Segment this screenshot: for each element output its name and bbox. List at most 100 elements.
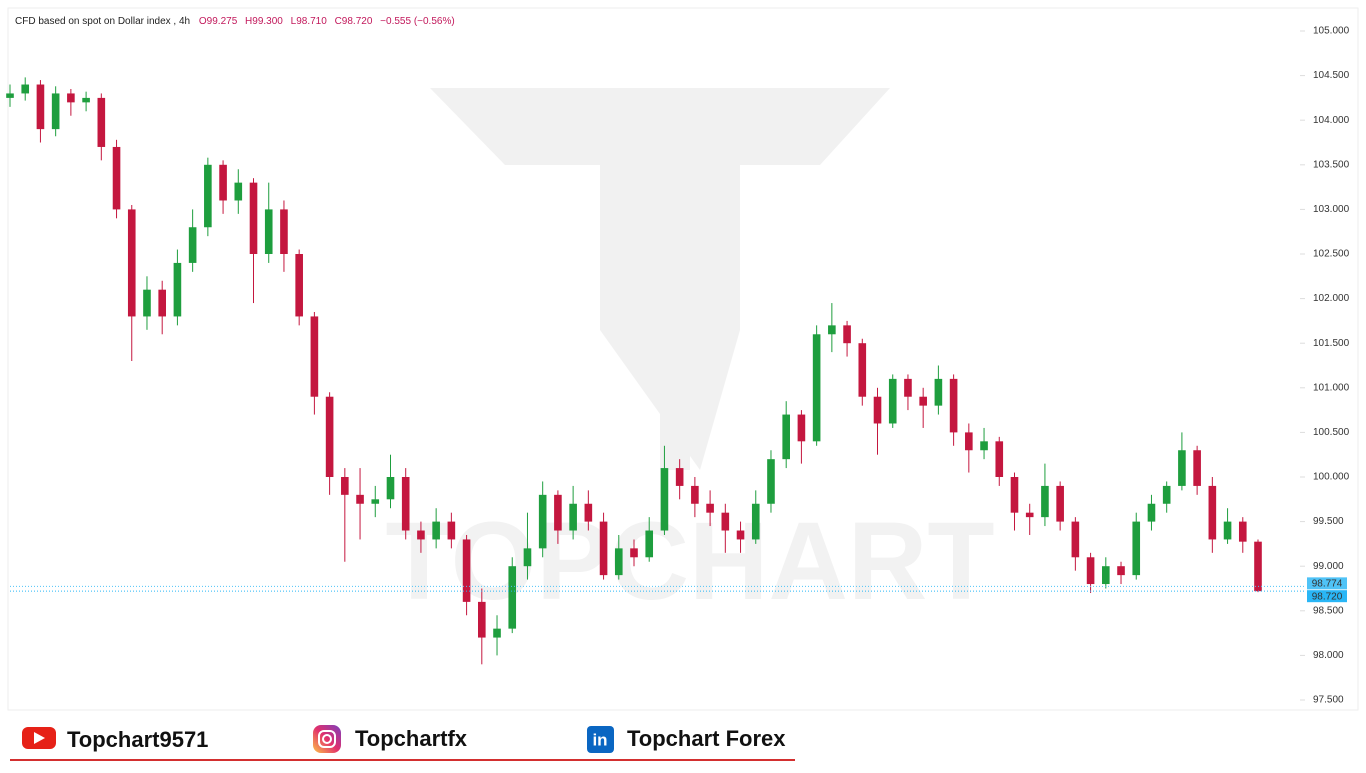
y-tick-label: 101.500: [1313, 338, 1350, 349]
candle-body: [1025, 512, 1034, 518]
candle-body: [82, 97, 90, 103]
candle-body: [447, 521, 456, 540]
candle-body: [1086, 557, 1095, 585]
candle-body: [97, 97, 106, 147]
y-tick-label: 103.000: [1313, 204, 1350, 215]
instagram-lens: [322, 734, 332, 744]
candle-body: [112, 146, 121, 210]
candle-body: [401, 477, 410, 531]
linkedin-glyph: in: [592, 730, 607, 749]
y-tick-label: 99.000: [1313, 561, 1344, 572]
candle-body: [691, 485, 699, 504]
candle-body: [782, 414, 790, 460]
candle-body: [188, 227, 197, 263]
candle-body: [6, 93, 14, 98]
candle-body: [478, 601, 486, 638]
youtube-play: [34, 732, 45, 744]
candle-body: [1071, 521, 1080, 558]
candle-body: [812, 334, 821, 442]
candle-body: [1238, 521, 1247, 542]
candle-body: [1117, 566, 1125, 576]
candle-body: [356, 494, 364, 504]
candle-body: [888, 378, 897, 424]
candle-body: [462, 539, 471, 602]
candle-body: [1223, 521, 1232, 540]
candle-body: [934, 378, 943, 406]
candle-body: [797, 414, 806, 442]
candle-body: [736, 530, 745, 540]
linkedin-icon: [587, 726, 614, 753]
candle-body: [584, 503, 593, 522]
candle-body: [904, 378, 912, 397]
candle-body: [751, 503, 760, 540]
candle-body: [1132, 521, 1141, 576]
watermark-logo: [430, 88, 890, 470]
candle-body: [1208, 485, 1217, 540]
candle-body: [873, 396, 882, 424]
y-tick-label: 102.000: [1313, 293, 1350, 304]
candle-body: [234, 182, 243, 201]
linkedin-handle: Topchart Forex: [627, 726, 786, 751]
candle-body: [660, 468, 669, 531]
candle-body: [280, 209, 288, 254]
y-tick-label: 102.500: [1313, 249, 1350, 260]
instagram-icon: [313, 725, 341, 753]
y-tick-label: 100.000: [1313, 472, 1350, 483]
candle-body: [675, 468, 684, 486]
candle-body: [295, 254, 303, 317]
candle-body: [523, 548, 532, 567]
y-tick-label: 104.500: [1313, 70, 1350, 81]
candle-body: [386, 477, 395, 500]
instagram-outline: [318, 730, 336, 748]
candle-body: [36, 84, 45, 130]
candle-body: [630, 548, 638, 558]
youtube-handle: Topchart9571: [67, 727, 208, 752]
ohlc-open: O99.275: [199, 16, 238, 27]
candle-body: [995, 441, 1004, 477]
candle-body: [51, 93, 60, 130]
candle-body: [538, 494, 547, 549]
y-tick-label: 100.500: [1313, 427, 1350, 438]
candle-body: [1254, 541, 1262, 592]
candle-body: [1056, 485, 1064, 522]
candle-body: [1041, 485, 1049, 518]
candle-body: [843, 325, 851, 344]
candle-body: [493, 628, 501, 638]
watermark-text: TOPCHART: [385, 500, 994, 623]
price-label: 98.774: [1312, 578, 1343, 589]
chart-header: CFD based on spot on Dollar index , 4h O…: [15, 16, 455, 27]
price-label: 98.720: [1312, 591, 1343, 602]
y-tick-label: 98.500: [1313, 605, 1344, 616]
ohlc-low: L98.710: [291, 16, 328, 27]
candle-body: [569, 503, 577, 531]
candle-body: [721, 512, 730, 531]
candle-body: [1162, 485, 1171, 504]
candle-body: [264, 209, 273, 254]
ohlc-close: C98.720: [335, 16, 373, 27]
candle-body: [1010, 477, 1019, 513]
candle-body: [1102, 566, 1110, 585]
symbol: CFD based on spot on Dollar index , 4h: [15, 16, 190, 27]
candle-body: [21, 84, 30, 94]
y-tick-label: 103.500: [1313, 159, 1350, 170]
y-tick-label: 101.000: [1313, 382, 1350, 393]
candle-body: [432, 521, 440, 540]
y-tick-label: 99.500: [1313, 516, 1344, 527]
candle-body: [67, 93, 75, 103]
candle-body: [1178, 450, 1186, 486]
price-label-box: [1307, 590, 1347, 603]
instagram-handle: Topchartfx: [355, 726, 468, 751]
y-tick-label: 105.000: [1313, 26, 1350, 37]
candle-body: [828, 325, 836, 335]
candle-body: [508, 566, 517, 629]
candle-body: [143, 289, 151, 317]
candle-body: [980, 441, 988, 451]
ohlc-change: −0.555 (−0.56%): [380, 16, 455, 27]
candle-body: [554, 494, 562, 531]
candle-body: [919, 396, 927, 406]
candle-body: [173, 262, 182, 317]
candle-body: [706, 503, 714, 513]
candle-body: [417, 530, 425, 540]
